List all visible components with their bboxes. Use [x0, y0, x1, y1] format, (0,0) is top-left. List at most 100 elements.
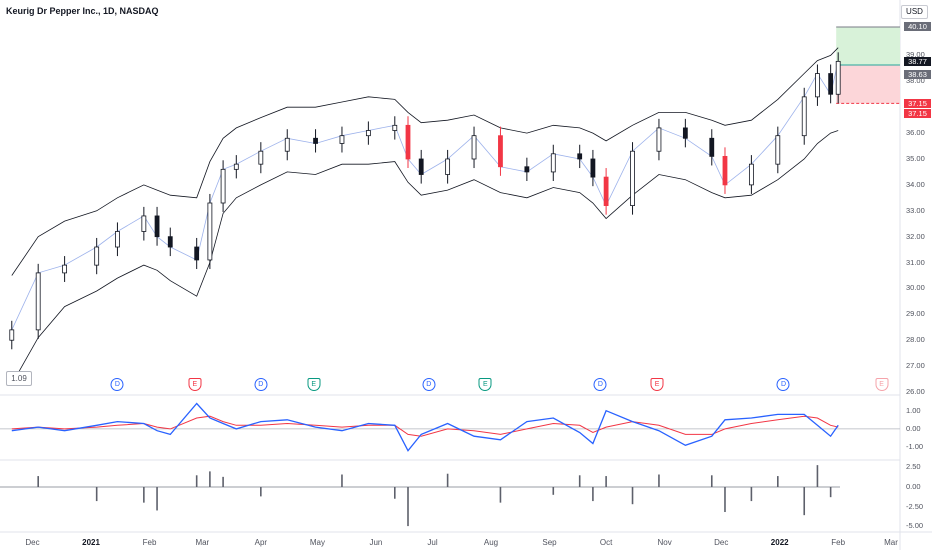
candle — [313, 137, 318, 144]
time-axis-label: May — [309, 538, 325, 547]
last-price-tag: 38.77 — [904, 56, 931, 66]
price-tick-label: 35.00 — [906, 153, 925, 163]
candle — [233, 163, 239, 170]
stop-price-tag-2: 37.15 — [904, 108, 931, 118]
candle — [115, 231, 120, 248]
time-axis-label: Jul — [427, 538, 438, 547]
time-axis-label: Mar — [195, 538, 210, 547]
candle — [471, 135, 477, 160]
candle — [418, 158, 424, 175]
candle — [405, 124, 411, 160]
earnings-marker[interactable]: E — [650, 378, 664, 391]
candle — [835, 60, 841, 95]
price-tick-label: 28.00 — [906, 335, 925, 345]
candle — [577, 153, 583, 160]
candle — [284, 137, 290, 152]
candle — [365, 130, 371, 137]
candle — [722, 155, 728, 186]
upper-band — [11, 47, 839, 276]
earnings-marker[interactable]: E — [307, 378, 321, 391]
histogram-tick-label: -2.50 — [906, 501, 924, 511]
entry-price-tag: 38.63 — [904, 69, 931, 79]
candle — [141, 215, 147, 232]
time-axis-label: 2022 — [770, 538, 789, 547]
candle — [154, 215, 160, 238]
oscillator-tick-label: 0.00 — [906, 423, 921, 433]
symbol-title[interactable]: Keurig Dr Pepper Inc., 1D, NASDAQ — [6, 6, 159, 16]
dividend-marker[interactable]: D — [422, 378, 436, 391]
histogram-tick-label: 2.50 — [906, 462, 921, 472]
candle — [801, 96, 807, 137]
price-tick-label: 31.00 — [906, 257, 925, 267]
time-axis-label: Dec — [25, 538, 40, 547]
candle — [220, 168, 226, 204]
price-tick-label: 38.00 — [906, 76, 925, 86]
candle — [590, 158, 596, 178]
price-tick-label: 30.00 — [906, 283, 925, 293]
earnings-marker[interactable]: E — [478, 378, 492, 391]
oscillator-fast-line — [11, 402, 839, 452]
price-tick-label: 29.00 — [906, 309, 925, 319]
candle — [62, 264, 68, 274]
time-axis-label: Feb — [831, 538, 846, 547]
candle — [498, 135, 503, 168]
candle — [445, 158, 451, 175]
profit-zone — [836, 26, 900, 66]
price-tick-label: 34.00 — [906, 179, 925, 189]
lower-band — [11, 130, 839, 385]
time-axis-label: Nov — [657, 538, 672, 547]
indicator-value-box[interactable]: 1.09 — [6, 371, 32, 386]
time-axis-label: Dec — [714, 538, 729, 547]
histogram-tick-label: -5.00 — [906, 521, 924, 531]
time-axis-label: Oct — [599, 538, 613, 547]
price-tick-label: 39.00 — [906, 50, 925, 60]
candle — [9, 329, 15, 341]
candle — [339, 135, 345, 144]
time-axis-label: Mar — [884, 538, 898, 547]
time-axis-label: 2021 — [82, 538, 100, 547]
currency-button[interactable]: USD — [901, 5, 928, 19]
price-tick-label: 27.00 — [906, 361, 925, 371]
basis-line — [11, 61, 839, 331]
earnings-marker[interactable]: E — [875, 378, 889, 391]
candle — [258, 150, 264, 165]
stop-price-tag: 37.15 — [904, 98, 931, 108]
loss-zone — [836, 65, 900, 104]
candle — [603, 176, 609, 206]
candle — [94, 246, 100, 266]
histogram-tick-label: 0.00 — [906, 482, 921, 491]
candle — [550, 153, 556, 173]
candle — [35, 272, 41, 331]
dividend-marker[interactable]: D — [776, 378, 790, 391]
dividend-marker[interactable]: D — [593, 378, 607, 391]
oscillator-tick-label: 1.00 — [906, 405, 921, 415]
candle — [775, 135, 781, 165]
candle — [524, 166, 530, 173]
dividend-marker[interactable]: D — [110, 378, 124, 391]
candle — [815, 73, 820, 98]
time-axis-label: Sep — [542, 538, 557, 547]
time-axis-label: Feb — [142, 538, 157, 547]
target-price-tag: 40.10 — [904, 22, 931, 32]
candle — [709, 137, 715, 157]
price-tick-label: 33.00 — [906, 205, 925, 215]
oscillator-tick-label: -1.00 — [906, 442, 924, 452]
time-axis-label: Apr — [254, 538, 268, 547]
price-tick-label: 26.00 — [906, 387, 925, 396]
candle — [392, 124, 398, 131]
price-tick-label: 32.00 — [906, 231, 925, 241]
time-axis-label: Jun — [369, 538, 383, 547]
candle — [630, 150, 635, 206]
candle — [828, 73, 834, 95]
candle — [682, 127, 688, 139]
oscillator-slow-line — [11, 415, 839, 437]
candle — [167, 236, 173, 248]
candle — [194, 246, 200, 261]
dividend-marker[interactable]: D — [254, 378, 268, 391]
time-axis-label: Aug — [483, 538, 499, 547]
price-tick-label: 36.00 — [906, 128, 925, 138]
candle — [207, 202, 213, 261]
earnings-marker[interactable]: E — [188, 378, 202, 391]
